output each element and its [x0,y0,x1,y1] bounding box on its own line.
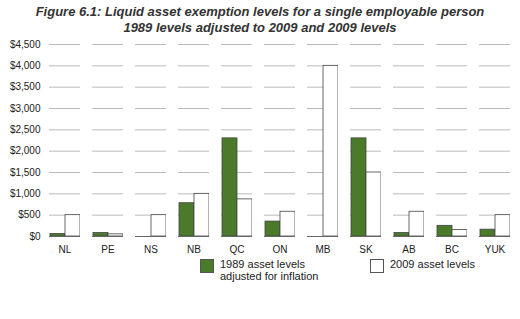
svg-text:SK: SK [359,244,373,255]
svg-text:MB: MB [316,244,331,255]
svg-text:$3,500: $3,500 [10,81,41,92]
svg-text:$2,000: $2,000 [10,145,41,156]
svg-text:$4,000: $4,000 [10,60,41,71]
svg-text:$3,000: $3,000 [10,103,41,114]
svg-text:$0: $0 [29,231,41,242]
html-text:Figure 6.1: Liquid asset exemp: Figure 6.1: Liquid asset exemption level… [35,4,485,19]
svg-text:$1,500: $1,500 [10,167,41,178]
svg-text:BC: BC [445,244,459,255]
svg-text:NB: NB [187,244,201,255]
html-text:1989 levels adjusted to 2009 a: 1989 levels adjusted to 2009 and 2009 le… [123,20,397,35]
svg-text:$500: $500 [18,209,41,220]
svg-text:$2,500: $2,500 [10,124,41,135]
svg-text:$4,500: $4,500 [10,39,41,50]
html-text:1989 asset levels adjusted for: 1989 asset levels adjusted for inflation [220,258,319,282]
svg-text:NS: NS [144,244,158,255]
svg-text:ON: ON [273,244,288,255]
html-text:2009 asset levels: 2009 asset levels [390,258,475,270]
svg-text:PE: PE [101,244,115,255]
svg-text:QC: QC [230,244,245,255]
svg-text:NL: NL [59,244,72,255]
svg-text:YUK: YUK [485,244,506,255]
svg-text:AB: AB [402,244,416,255]
svg-text:$1,000: $1,000 [10,188,41,199]
